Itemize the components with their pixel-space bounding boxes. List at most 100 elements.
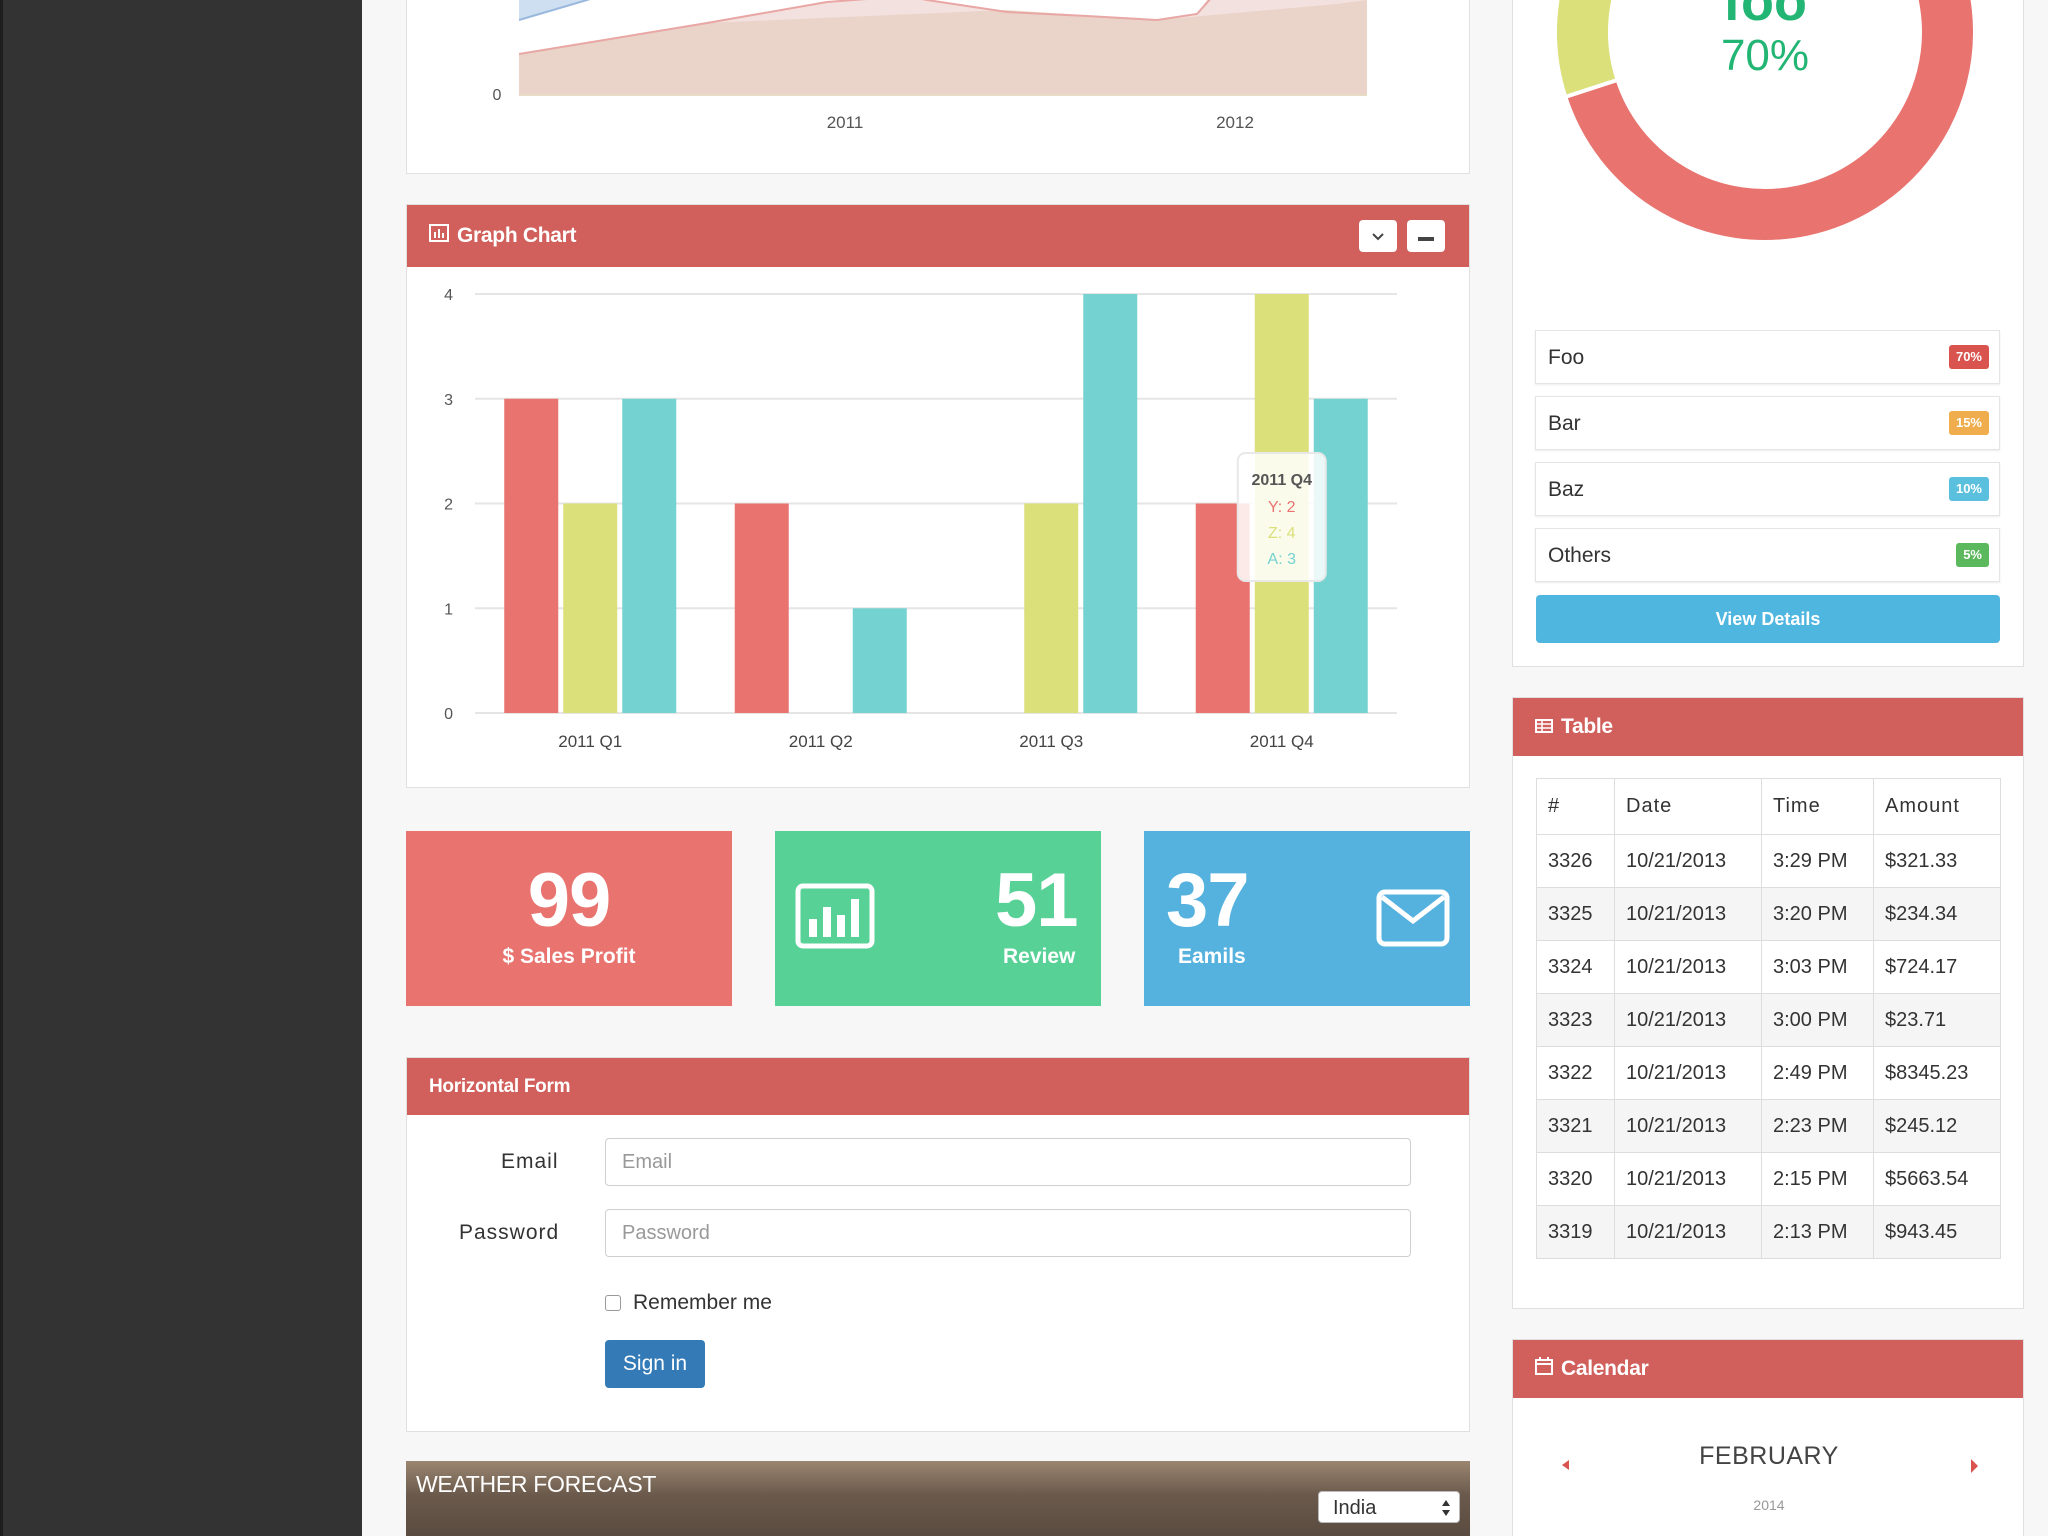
table-row: 3320 10/21/2013 2:15 PM $5663.54 <box>1536 1152 2001 1206</box>
tooltip-line: Y: 2 <box>1268 499 1296 516</box>
area-x-tick-2012: 2012 <box>1216 113 1254 132</box>
bar-a[interactable] <box>1083 294 1138 713</box>
legend-row-others: Others 5% <box>1535 528 2000 582</box>
form-title: Horizontal Form <box>429 1075 571 1097</box>
table-cell: $8345.23 <box>1873 1046 2001 1100</box>
legend-row-bar: Bar 15% <box>1535 396 2000 450</box>
data-table: # Date Time Amount 3326 10/21/2013 3:29 PM… <box>1536 778 2001 1259</box>
area-axis-line <box>519 94 1367 96</box>
prev-month-icon[interactable] <box>1561 1458 1571 1476</box>
table-row: 3324 10/21/2013 3:03 PM $724.17 <box>1536 940 2001 994</box>
view-details-button[interactable]: View Details <box>1536 595 2000 643</box>
table-cell: 3322 <box>1536 1046 1615 1100</box>
table-cell: 3:20 PM <box>1761 887 1874 941</box>
horizontal-form-panel: Horizontal Form Email Password Remember … <box>406 1057 1470 1432</box>
signin-button[interactable]: Sign in <box>605 1340 705 1388</box>
bar-a[interactable] <box>622 398 677 713</box>
area-chart: 0 2011 2012 <box>493 0 1367 132</box>
donut-segment-foo[interactable] <box>1562 0 1977 244</box>
weather-panel: WEATHER FORECAST India <box>406 1461 1470 1536</box>
table-cell: $245.12 <box>1873 1099 2001 1153</box>
envelope-icon <box>1376 889 1450 952</box>
area-line-red <box>518 0 1211 55</box>
y-tick-label: 4 <box>444 287 453 304</box>
col-header: Time <box>1761 778 1874 835</box>
table-cell: 10/21/2013 <box>1614 1046 1762 1100</box>
area-y-tick: 0 <box>493 87 502 104</box>
stat-review-label: Review <box>1003 945 1076 968</box>
stat-sales-profit: 99 $ Sales Profit <box>406 831 732 1006</box>
table-cell: 2:13 PM <box>1761 1205 1874 1259</box>
bar-a[interactable] <box>852 608 907 713</box>
table-cell: 3:00 PM <box>1761 993 1874 1047</box>
table-cell: $943.45 <box>1873 1205 2001 1259</box>
table-cell: $321.33 <box>1873 834 2001 888</box>
bar-y[interactable] <box>504 398 559 713</box>
x-tick-label: 2011 Q1 <box>558 732 622 751</box>
next-month-icon[interactable] <box>1969 1458 1979 1479</box>
table-row: 3326 10/21/2013 3:29 PM $321.33 <box>1536 834 2001 888</box>
table-row: 3321 10/21/2013 2:23 PM $245.12 <box>1536 1099 2001 1153</box>
area-line-blue <box>518 0 591 21</box>
calendar-panel: Calendar FEBRUARY 2014 <box>1512 1339 2024 1536</box>
collapse-button[interactable] <box>1359 220 1397 252</box>
table-row: 3325 10/21/2013 3:20 PM $234.34 <box>1536 887 2001 941</box>
table-cell: 10/21/2013 <box>1614 1152 1762 1206</box>
location-selected: India <box>1333 1497 1377 1519</box>
area-series-red <box>519 0 1367 96</box>
legend-label: Foo <box>1548 346 1585 369</box>
table-cell: 10/21/2013 <box>1614 1099 1762 1153</box>
legend-badge: 10% <box>1948 477 1989 501</box>
table-cell: 10/21/2013 <box>1614 993 1762 1047</box>
graph-chart-header: Graph Chart <box>407 205 1469 267</box>
legend-label: Baz <box>1548 478 1585 501</box>
select-arrows-icon <box>1441 1498 1451 1523</box>
table-cell: $724.17 <box>1873 940 2001 994</box>
chart-tooltip: 2011 Q4 Y: 2 Z: 4 A: 3 <box>1236 452 1327 582</box>
donut-segments <box>1553 0 1977 244</box>
stat-emails-value: 37 <box>1166 858 1250 943</box>
password-input[interactable] <box>605 1209 1411 1257</box>
minimize-button[interactable] <box>1407 220 1445 252</box>
bar-chart-icon <box>429 224 449 248</box>
table-cell: 10/21/2013 <box>1614 887 1762 941</box>
donut-chart: foo 70% <box>1553 0 1977 244</box>
graph-chart-panel: Graph Chart 0 1 2 3 4 2011 Q1 2011 Q2 2011 Q3 20… <box>406 204 1470 788</box>
legend-badge: 15% <box>1948 411 1989 435</box>
legend-row-baz: Baz 10% <box>1535 462 2000 516</box>
bar-z[interactable] <box>1024 503 1079 714</box>
legend-badge: 5% <box>1956 543 1989 567</box>
email-input[interactable] <box>605 1138 1411 1186</box>
remember-checkbox[interactable] <box>605 1295 621 1311</box>
table-row: 3319 10/21/2013 2:13 PM $943.45 <box>1536 1205 2001 1259</box>
legend-label: Others <box>1548 544 1612 567</box>
bar-y[interactable] <box>734 503 789 714</box>
table-icon <box>1535 715 1553 739</box>
table-cell: 3321 <box>1536 1099 1615 1153</box>
legend-label: Bar <box>1548 412 1581 435</box>
table-cell: 2:23 PM <box>1761 1099 1874 1153</box>
chevron-down-icon <box>1371 224 1385 248</box>
stat-sales-value: 99 <box>527 858 612 943</box>
calendar-month: FEBRUARY <box>1699 1442 1839 1470</box>
minus-icon <box>1418 224 1434 248</box>
table-cell: 3324 <box>1536 940 1615 994</box>
donut-segment-bar[interactable] <box>1553 0 1640 100</box>
bar-z[interactable] <box>563 503 618 714</box>
table-cell: 3326 <box>1536 834 1615 888</box>
table-cell: $234.34 <box>1873 887 2001 941</box>
tooltip-title: 2011 Q4 <box>1252 472 1313 489</box>
legend-badge: 70% <box>1948 345 1989 369</box>
table-cell: 10/21/2013 <box>1614 940 1762 994</box>
form-header: Horizontal Form <box>407 1058 1469 1115</box>
area-series-blue <box>519 0 587 54</box>
stat-review: 51 Review <box>775 831 1101 1006</box>
location-select[interactable]: India <box>1318 1491 1460 1523</box>
x-tick-label: 2011 Q2 <box>789 732 853 751</box>
legend-row-foo: Foo 70% <box>1535 330 2000 384</box>
table-header-row: # Date Time Amount <box>1536 778 2001 835</box>
table-cell: 3323 <box>1536 993 1615 1047</box>
sidebar <box>0 0 362 1536</box>
table-cell: 2:15 PM <box>1761 1152 1874 1206</box>
